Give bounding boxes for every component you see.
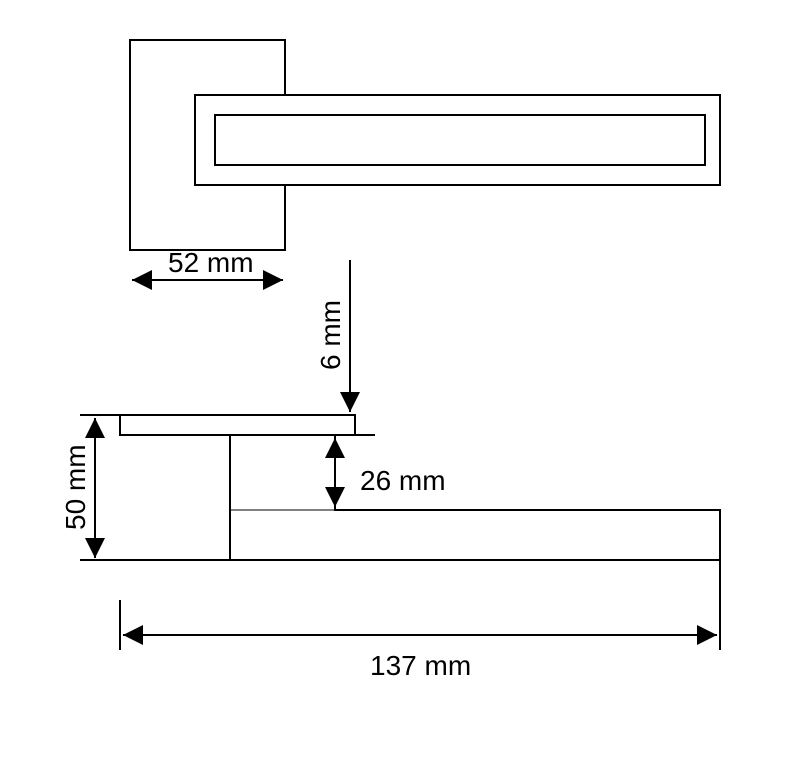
dim-26-label: 26 mm (360, 465, 446, 496)
dim-6-label: 6 mm (315, 300, 346, 370)
dim-50-label: 50 mm (60, 444, 91, 530)
side-handle-body (230, 435, 720, 560)
dim-52-label: 52 mm (168, 247, 254, 278)
top-handle-outer (195, 95, 720, 185)
dim-137-label: 137 mm (370, 650, 471, 681)
side-plate (120, 415, 355, 435)
technical-drawing: 52 mm 6 mm 50 mm 26 mm 137 mm (0, 0, 797, 773)
